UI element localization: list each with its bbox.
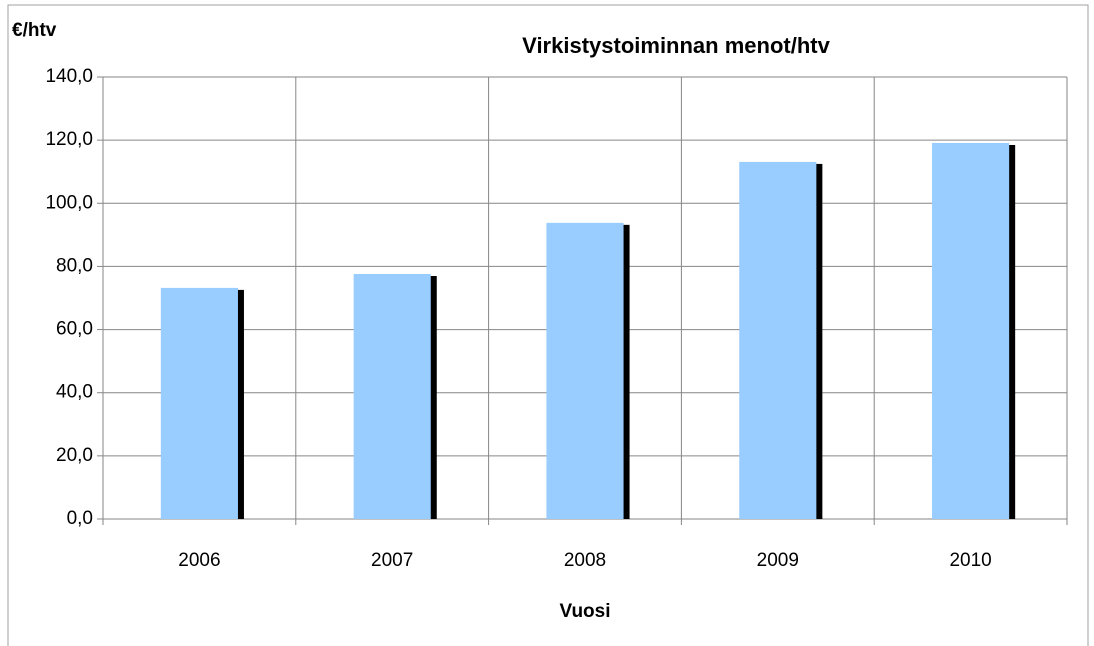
chart-title: Virkistystoiminnan menot/htv	[522, 33, 830, 58]
y-tick-label: 60,0	[56, 319, 93, 340]
y-tick-label: 20,0	[56, 445, 93, 466]
x-tick-label: 2010	[949, 550, 991, 571]
y-tick-label: 140,0	[45, 66, 93, 87]
x-tick-label: 2007	[371, 550, 413, 571]
y-tick-label: 100,0	[45, 192, 93, 213]
y-tick-label: 40,0	[56, 382, 93, 403]
bar	[546, 222, 624, 520]
bar	[932, 142, 1010, 519]
y-tick-label: 120,0	[45, 129, 93, 150]
bar	[160, 287, 238, 519]
x-tick-label: 2008	[564, 550, 606, 571]
y-tick-label: 80,0	[56, 255, 93, 276]
bar	[739, 161, 817, 520]
x-tick-label: 2006	[178, 550, 220, 571]
x-tick-label: 2009	[757, 550, 799, 571]
bar	[353, 274, 431, 519]
y-axis-label: €/htv	[12, 20, 57, 41]
x-axis-label: Vuosi	[559, 601, 610, 622]
y-tick-label: 0,0	[67, 508, 93, 529]
